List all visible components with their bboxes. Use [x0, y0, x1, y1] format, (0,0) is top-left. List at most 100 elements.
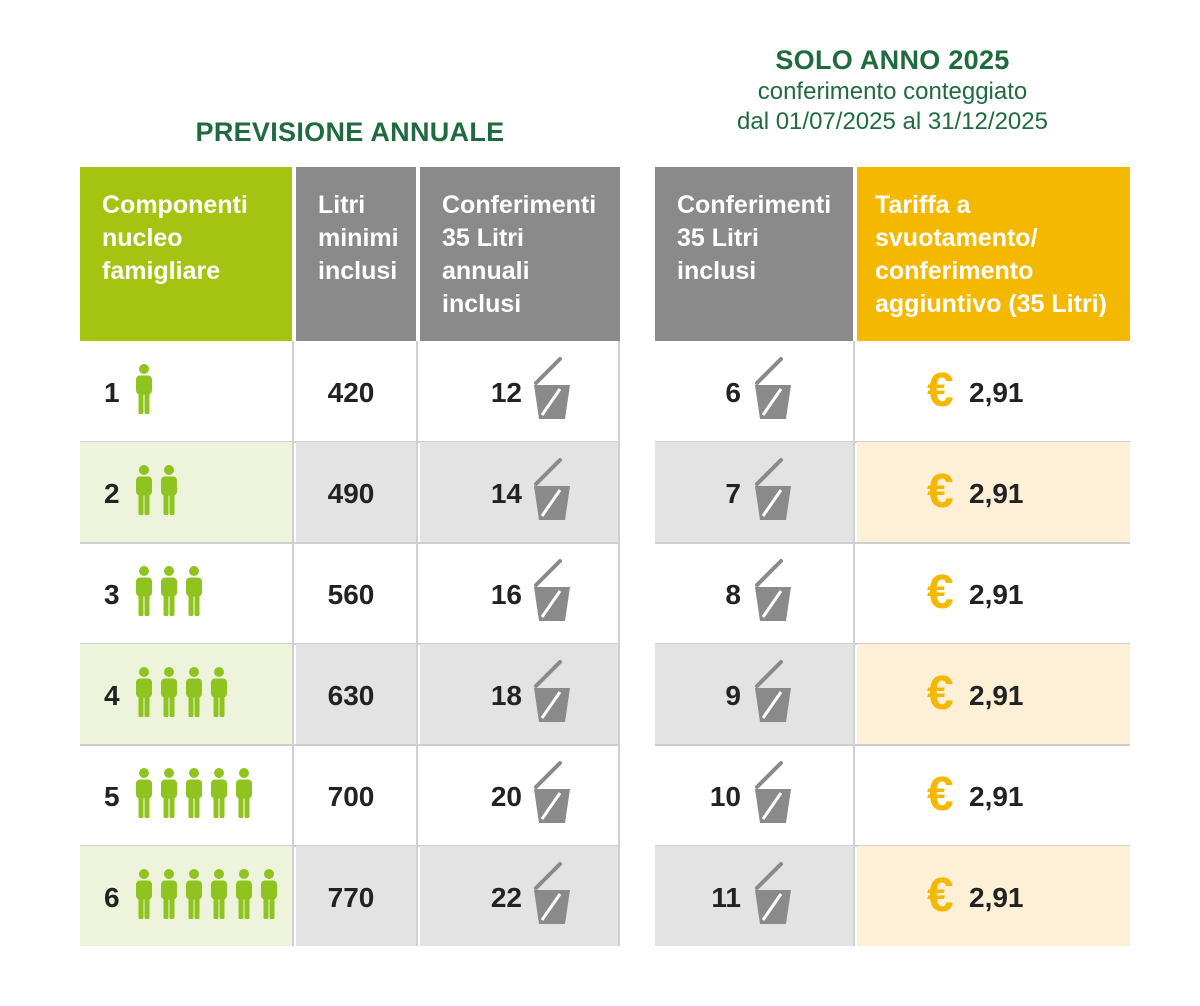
tariffa-value: 2,91	[969, 377, 1024, 408]
conferimenti-value: 20	[490, 781, 522, 812]
header-line: inclusi	[677, 257, 757, 285]
euro-icon: €	[927, 465, 954, 518]
conferimenti-value: 12	[490, 377, 522, 408]
componenti-value: 6	[104, 882, 120, 913]
header-line: annuali	[442, 257, 530, 285]
componenti-cell: 3	[80, 543, 294, 643]
conferimenti-value: 16	[490, 579, 522, 610]
header-line: 35 Litri	[442, 224, 524, 252]
header-line: Componenti	[102, 191, 248, 219]
header-line: 35 Litri	[677, 224, 759, 252]
conferimenti-2025-value: 7	[725, 478, 741, 509]
row-divider	[80, 744, 620, 746]
person-icon	[136, 667, 227, 717]
header-line: inclusi	[318, 257, 398, 285]
conferimenti-value: 18	[490, 680, 522, 711]
table-row: 6 770 22 11 €2,91	[0, 846, 1200, 947]
row-divider	[80, 542, 620, 544]
header-line: aggiuntivo (35 Litri)	[875, 290, 1107, 318]
componenti-cell: 4	[80, 644, 294, 744]
conferimenti-value: 14	[490, 478, 522, 509]
table-row: 5 700 20 10 €2,91	[0, 745, 1200, 846]
euro-icon: €	[927, 566, 954, 619]
componenti-value: 2	[104, 478, 120, 509]
table-row: 4 630 18 9 €2,91	[0, 644, 1200, 745]
header-line: Litri	[318, 191, 366, 219]
conferimenti-2025-value: 6	[725, 377, 741, 408]
euro-icon: €	[927, 667, 954, 720]
conferimento-subtitle: conferimento conteggiato	[757, 78, 1028, 105]
table-row: 3 560 16 8 €2,91	[0, 543, 1200, 644]
header-line: Conferimenti	[442, 191, 597, 219]
conferimenti-2025-cell: 10	[655, 745, 855, 845]
previsione-annuale-title: PREVISIONE ANNUALE	[195, 117, 505, 147]
conferimenti-value: 22	[490, 882, 522, 913]
conferimenti-2025-cell: 9	[655, 644, 855, 744]
header-line: nucleo	[102, 224, 183, 252]
header-line: conferimento	[875, 257, 1034, 285]
litri-value: 770	[327, 882, 375, 913]
header-line: svuotamento/	[875, 224, 1038, 252]
bin-icon	[530, 456, 574, 527]
bin-icon	[751, 658, 795, 729]
header-conferimenti-annuali: Conferimenti 35 Litri annuali inclusi	[420, 167, 620, 341]
header-tariffa: Tariffa a svuotamento/ conferimento aggi…	[857, 167, 1130, 341]
table-row: 1 420 12 6 €2,91	[0, 341, 1200, 442]
conferimenti-cell: 14	[420, 442, 620, 542]
person-icon	[136, 364, 152, 414]
header-conferimenti-2025: Conferimenti 35 Litri inclusi	[655, 167, 853, 341]
tariffa-cell: €2,91	[857, 644, 1130, 744]
header-line: famigliare	[102, 257, 221, 285]
row-divider	[655, 744, 1130, 746]
conferimenti-2025-cell: 11	[655, 846, 855, 946]
conferimenti-cell: 22	[420, 846, 620, 946]
litri-cell: 630	[296, 644, 418, 744]
componenti-value: 4	[104, 680, 120, 711]
bin-icon	[530, 759, 574, 830]
person-icon	[136, 566, 202, 616]
componenti-cell: 1	[80, 341, 294, 441]
conferimenti-cell: 12	[420, 341, 620, 441]
bin-icon	[530, 658, 574, 729]
litri-value: 560	[327, 579, 375, 610]
euro-icon: €	[927, 869, 954, 922]
litri-cell: 560	[296, 543, 418, 643]
header-componenti: Componenti nucleo famigliare	[80, 167, 292, 341]
tariffa-value: 2,91	[969, 478, 1024, 509]
bin-icon	[751, 860, 795, 931]
tariffa-cell: €2,91	[857, 543, 1130, 643]
conferimenti-cell: 18	[420, 644, 620, 744]
tariffa-cell: €2,91	[857, 442, 1130, 542]
tariffa-cell: €2,91	[857, 341, 1130, 441]
componenti-cell: 6	[80, 846, 294, 946]
header-line: Tariffa a	[875, 191, 971, 219]
row-divider	[655, 542, 1130, 544]
componenti-cell: 5	[80, 745, 294, 845]
header-line: minimi	[318, 224, 399, 252]
bin-icon	[751, 355, 795, 426]
conferimenti-cell: 16	[420, 543, 620, 643]
bin-icon	[751, 456, 795, 527]
solo-anno-title-block: SOLO ANNO 2025 conferimento conteggiato …	[655, 43, 1130, 137]
litri-cell: 770	[296, 846, 418, 946]
conferimenti-cell: 20	[420, 745, 620, 845]
litri-value: 490	[327, 478, 375, 509]
tariffa-value: 2,91	[969, 680, 1024, 711]
table-row: 2 490 14 7 €2,91	[0, 442, 1200, 543]
litri-value: 700	[327, 781, 375, 812]
tariffa-cell: €2,91	[857, 846, 1130, 946]
componenti-value: 5	[104, 781, 120, 812]
tariffa-value: 2,91	[969, 579, 1024, 610]
person-icon	[136, 768, 252, 818]
conferimenti-2025-value: 9	[725, 680, 741, 711]
euro-icon: €	[927, 768, 954, 821]
litri-value: 630	[327, 680, 375, 711]
bin-icon	[530, 355, 574, 426]
conferimenti-2025-cell: 7	[655, 442, 855, 542]
litri-cell: 490	[296, 442, 418, 542]
bin-icon	[751, 557, 795, 628]
litri-cell: 420	[296, 341, 418, 441]
bin-icon	[751, 759, 795, 830]
date-range-subtitle: dal 01/07/2025 al 31/12/2025	[737, 108, 1048, 135]
bin-icon	[530, 860, 574, 931]
